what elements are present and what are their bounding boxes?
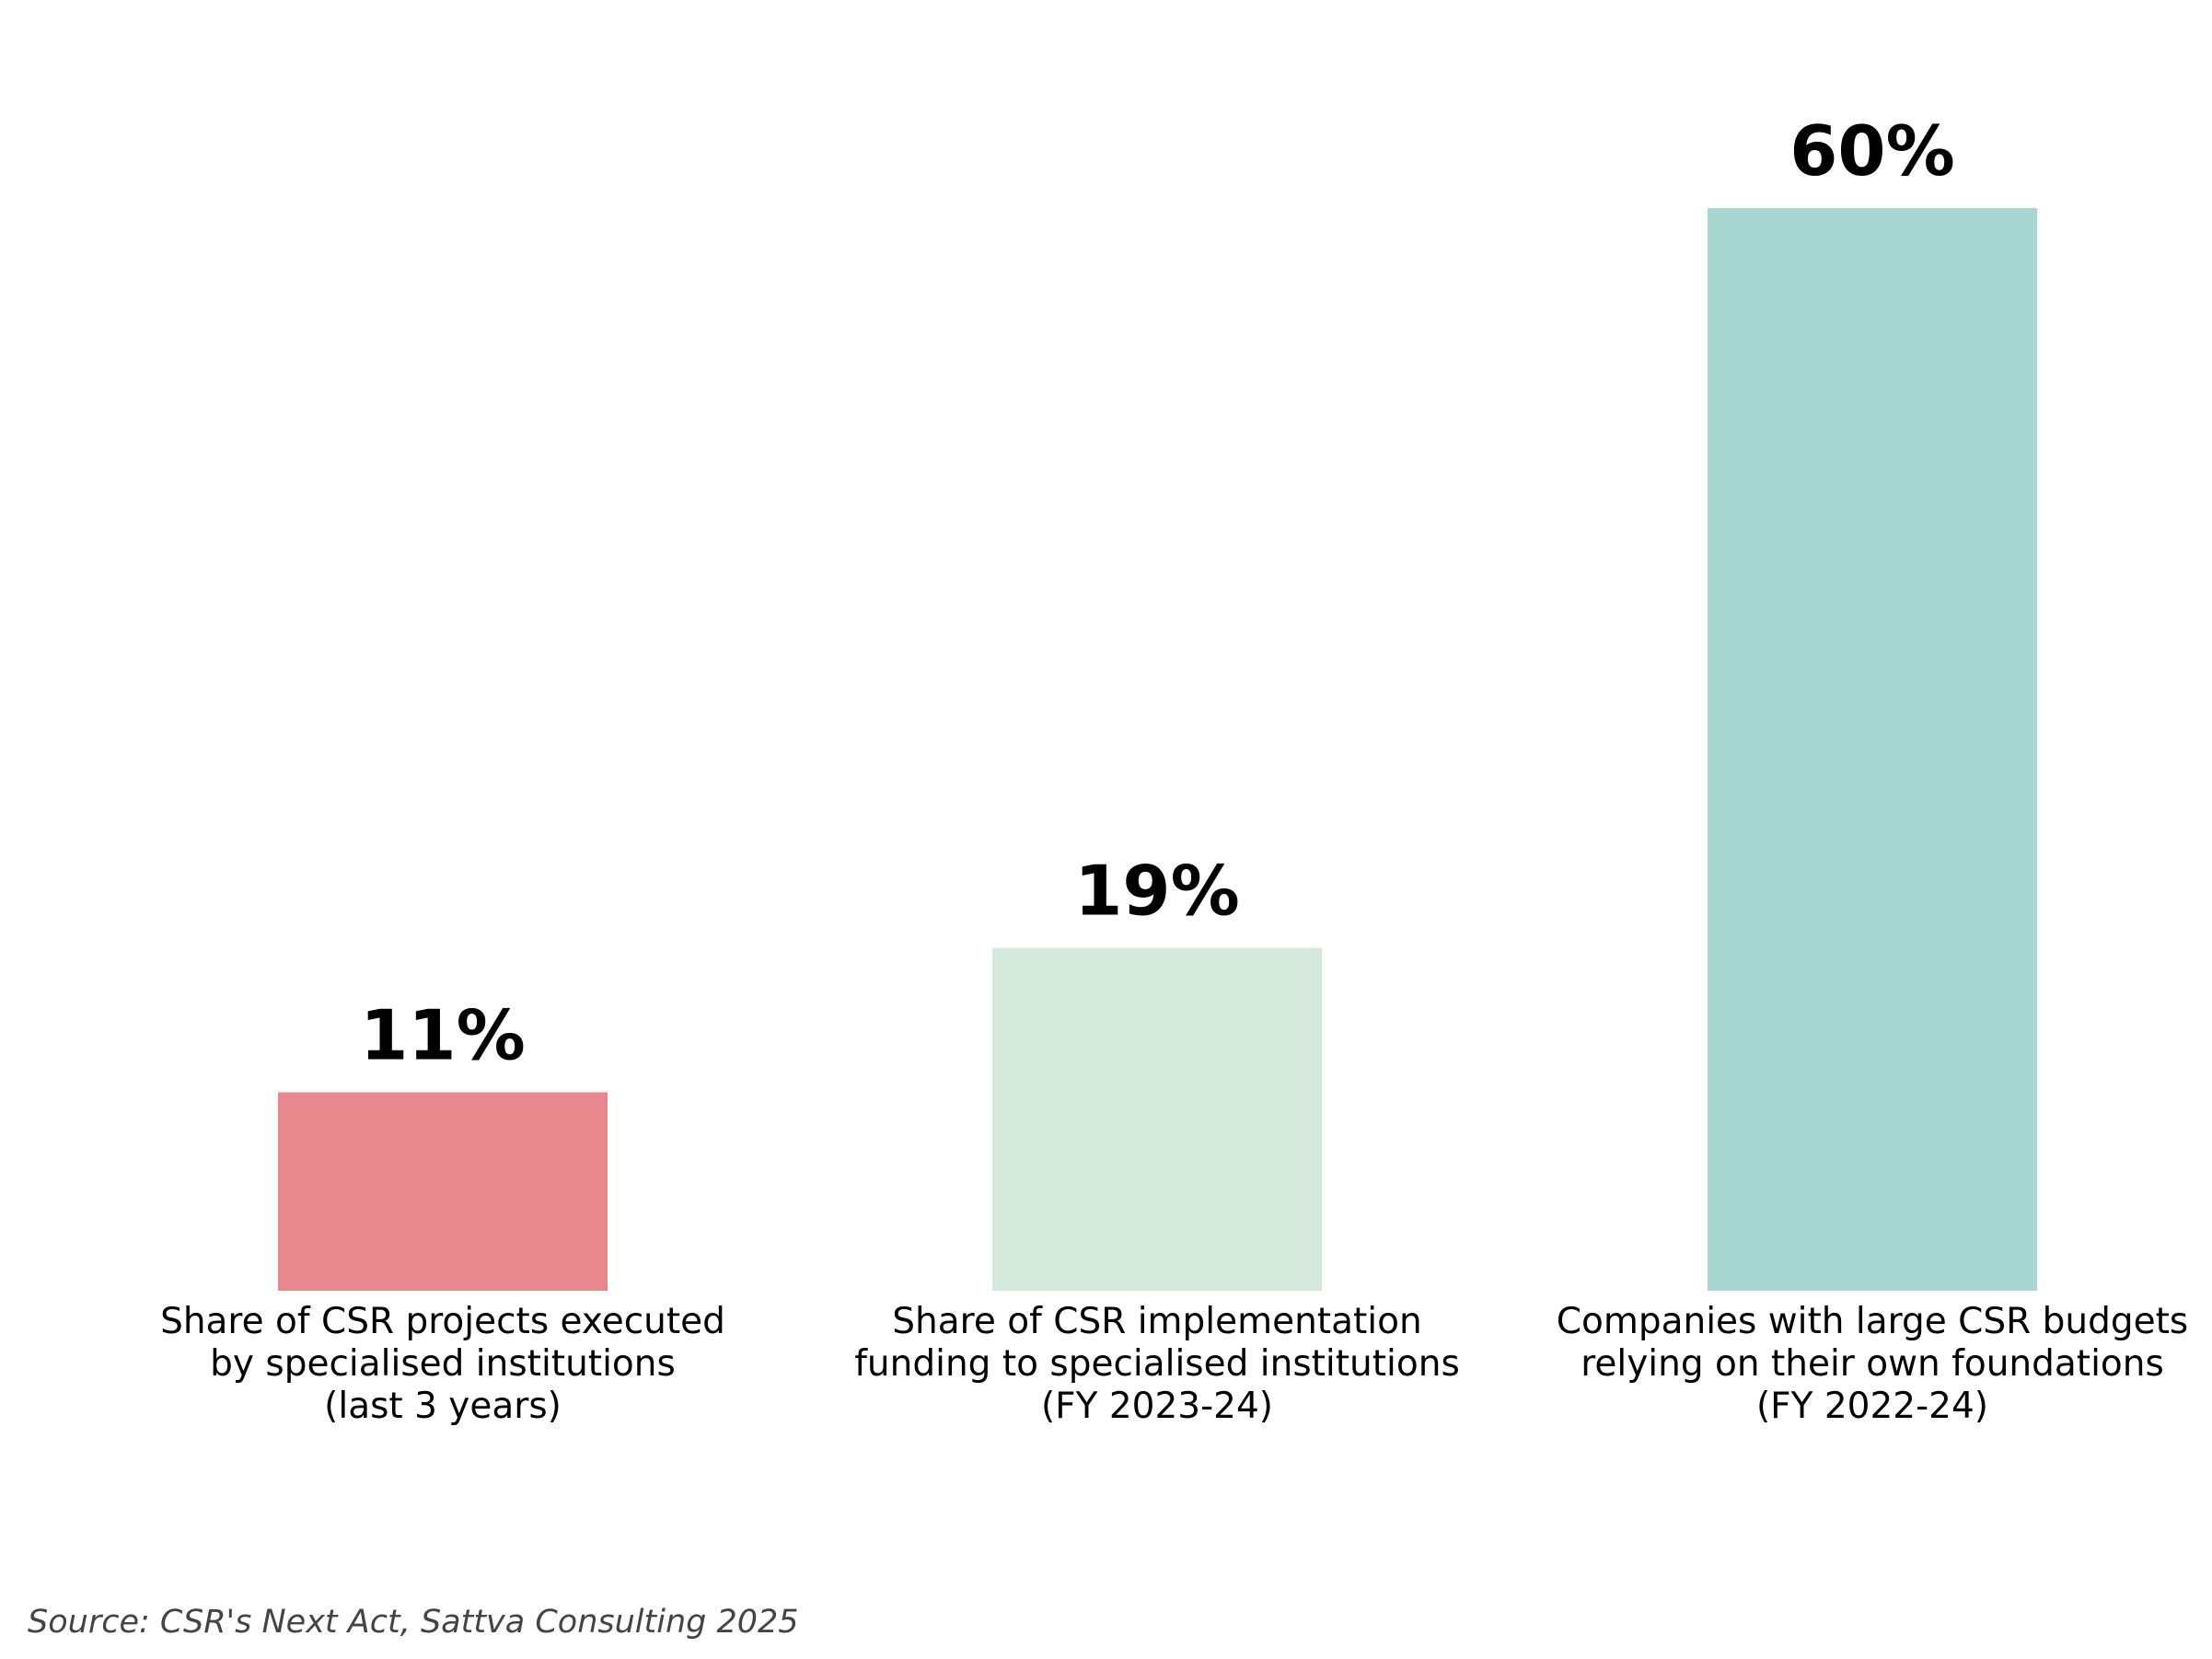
category-label-line: by specialised institutions bbox=[210, 1343, 676, 1385]
category-label-line: Share of CSR projects executed bbox=[160, 1301, 725, 1342]
category-label-3: Companies with large CSR budgets relying … bbox=[1557, 1301, 2188, 1427]
value-label-2: 19% bbox=[1074, 851, 1240, 932]
category-label-2: Share of CSR implementation funding to sp… bbox=[854, 1301, 1460, 1427]
value-label-1: 11% bbox=[360, 994, 526, 1075]
bar-3 bbox=[1708, 208, 2037, 1291]
category-label-line: relying on their own foundations bbox=[1581, 1343, 2164, 1385]
value-label-3: 60% bbox=[1789, 110, 1955, 191]
category-label-line: (FY 2022-24) bbox=[1756, 1386, 1988, 1427]
category-label-line: Share of CSR implementation bbox=[892, 1301, 1421, 1342]
category-label-line: (last 3 years) bbox=[324, 1386, 562, 1427]
category-label-line: (FY 2023-24) bbox=[1041, 1386, 1273, 1427]
category-label-1: Share of CSR projects executed by special… bbox=[160, 1301, 725, 1427]
category-label-line: Companies with large CSR budgets bbox=[1557, 1301, 2188, 1342]
bar-1 bbox=[278, 1092, 608, 1291]
category-label-line: funding to specialised institutions bbox=[854, 1343, 1460, 1385]
bar-2 bbox=[992, 947, 1322, 1291]
source-note: Source: CSR's Next Act, Sattva Consultin… bbox=[28, 1604, 799, 1641]
